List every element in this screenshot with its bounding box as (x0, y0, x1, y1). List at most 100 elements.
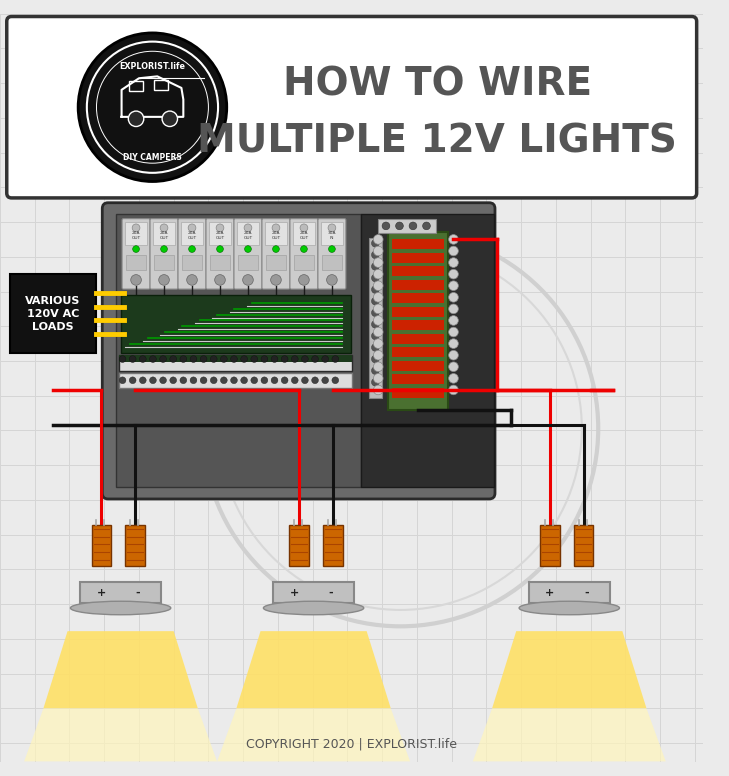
Text: -: - (585, 587, 589, 598)
Circle shape (300, 246, 308, 252)
Circle shape (373, 316, 383, 325)
Circle shape (328, 224, 336, 232)
Text: 20A
OUT: 20A OUT (271, 231, 281, 240)
Circle shape (244, 224, 252, 232)
Circle shape (448, 316, 459, 325)
Text: +: + (545, 587, 555, 598)
Circle shape (251, 355, 257, 362)
Circle shape (78, 33, 227, 182)
Circle shape (396, 222, 403, 230)
Polygon shape (24, 708, 217, 761)
Bar (391, 320, 444, 330)
Text: -: - (329, 587, 333, 598)
Text: 20A
OUT: 20A OUT (243, 231, 252, 240)
Bar (155, 255, 174, 270)
Bar (80, 582, 161, 603)
Bar (391, 266, 444, 276)
Bar (289, 525, 309, 566)
Circle shape (327, 275, 338, 286)
Text: 20A
OUT: 20A OUT (300, 231, 308, 240)
Circle shape (230, 377, 238, 383)
Circle shape (373, 269, 383, 279)
Text: HOW TO WIRE: HOW TO WIRE (283, 65, 592, 103)
Bar (182, 255, 202, 270)
Ellipse shape (263, 601, 364, 615)
Circle shape (180, 377, 187, 383)
Circle shape (372, 332, 379, 340)
Circle shape (216, 224, 224, 232)
Circle shape (373, 362, 383, 372)
Polygon shape (492, 631, 647, 708)
Circle shape (382, 222, 390, 230)
Bar (391, 293, 444, 303)
Circle shape (190, 355, 197, 362)
Circle shape (373, 281, 383, 290)
Circle shape (129, 355, 136, 362)
Circle shape (373, 246, 383, 256)
Text: 30A
IN: 30A IN (327, 231, 336, 240)
Bar (119, 372, 352, 388)
Circle shape (245, 246, 252, 252)
Bar (391, 334, 444, 344)
FancyBboxPatch shape (290, 219, 318, 289)
Circle shape (329, 246, 335, 252)
Circle shape (214, 275, 225, 286)
Bar (126, 255, 146, 270)
Circle shape (189, 246, 195, 252)
Bar (238, 255, 257, 270)
Circle shape (188, 224, 196, 232)
Circle shape (128, 111, 144, 126)
Circle shape (372, 274, 379, 282)
Circle shape (372, 355, 379, 363)
Circle shape (372, 320, 379, 328)
Circle shape (241, 355, 247, 362)
Circle shape (200, 377, 207, 383)
Bar (361, 214, 494, 487)
Circle shape (170, 377, 176, 383)
Circle shape (332, 355, 339, 362)
Circle shape (373, 373, 383, 383)
Circle shape (299, 275, 309, 286)
Bar (182, 222, 203, 245)
Text: DIY: DIY (360, 335, 440, 377)
Circle shape (409, 222, 417, 230)
Bar (323, 525, 343, 566)
Circle shape (372, 297, 379, 305)
Circle shape (200, 355, 207, 362)
Bar (9, 274, 96, 353)
Circle shape (372, 344, 379, 352)
Bar (209, 222, 230, 245)
Circle shape (211, 377, 217, 383)
Circle shape (220, 377, 227, 383)
Bar (155, 80, 168, 90)
Bar (266, 255, 286, 270)
Circle shape (261, 355, 268, 362)
Bar (322, 255, 342, 270)
Circle shape (190, 377, 197, 383)
Circle shape (281, 355, 288, 362)
FancyBboxPatch shape (318, 219, 346, 289)
Text: -: - (136, 587, 140, 598)
Circle shape (448, 351, 459, 360)
Circle shape (312, 377, 319, 383)
Text: VARIOUS
120V AC
LOADS: VARIOUS 120V AC LOADS (26, 296, 81, 332)
Bar (211, 255, 230, 270)
Text: 20A
OUT: 20A OUT (131, 231, 141, 240)
Circle shape (448, 269, 459, 279)
Circle shape (373, 339, 383, 348)
FancyBboxPatch shape (102, 203, 495, 499)
Circle shape (261, 377, 268, 383)
FancyBboxPatch shape (7, 16, 697, 198)
Bar (293, 222, 314, 245)
Circle shape (132, 224, 140, 232)
Circle shape (373, 351, 383, 360)
Circle shape (130, 275, 141, 286)
Bar (116, 214, 361, 487)
Text: COPYRIGHT 2020 | EXPLORIST.life: COPYRIGHT 2020 | EXPLORIST.life (246, 737, 457, 750)
Bar (369, 238, 382, 397)
Circle shape (372, 251, 379, 258)
Circle shape (373, 327, 383, 337)
Bar (125, 222, 147, 245)
Text: CAMPERS: CAMPERS (318, 380, 483, 409)
Ellipse shape (71, 601, 171, 615)
